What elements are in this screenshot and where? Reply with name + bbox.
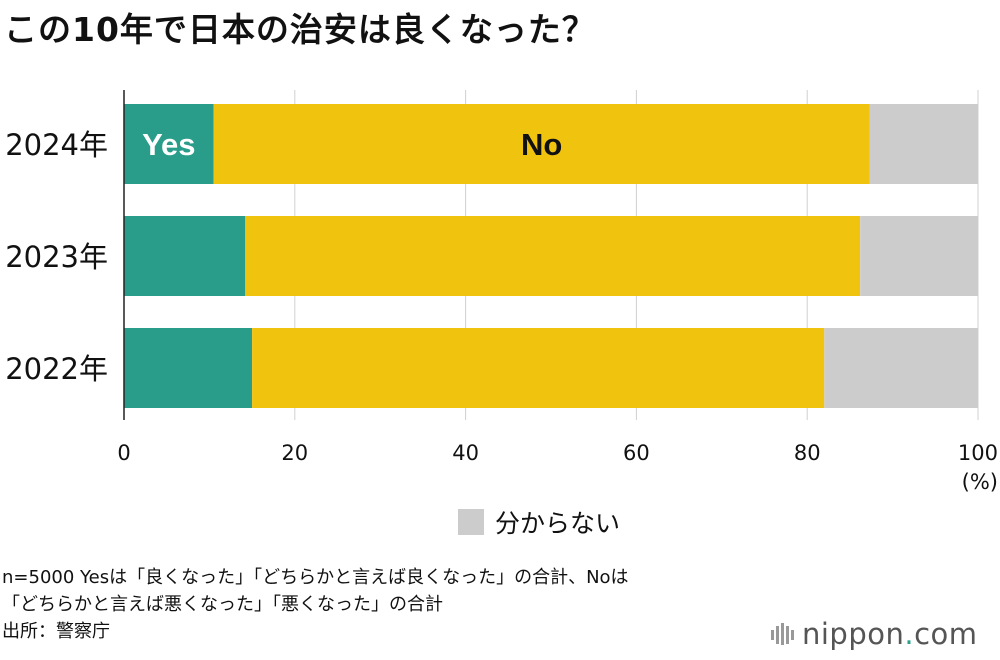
x-tick-label-60: 60	[623, 441, 650, 465]
x-tick-label-40: 40	[452, 441, 479, 465]
bar-2022-series-1	[252, 328, 825, 408]
x-axis-unit-label: (%)	[962, 470, 998, 494]
inline-label-yes: Yes	[142, 127, 195, 162]
stacked-bar-chart: Yes No 2024年 2023年 2022年 0 20 40 60 80 100 (%) 分からない	[5, 90, 998, 538]
bar-2024-series-0	[124, 104, 214, 184]
bar-2023-series-1	[245, 216, 861, 296]
bar-2022-series-2	[824, 328, 978, 408]
bar-2023-series-2	[860, 216, 978, 296]
footnote-line-2: 「どちらかと言えば悪くなった」「悪くなった」の合計	[2, 594, 443, 615]
category-label-2022: 2022年	[5, 352, 108, 386]
inline-label-no: No	[521, 127, 562, 162]
x-tick-label-20: 20	[281, 441, 308, 465]
brand-name: nippon	[802, 617, 905, 651]
nippon-logo: nippon.com	[770, 617, 978, 651]
brand-bars-icon	[771, 623, 794, 645]
source-line: 出所：警察庁	[2, 621, 110, 642]
x-tick-label-0: 0	[117, 441, 130, 465]
category-label-2023: 2023年	[5, 240, 108, 274]
category-label-2024: 2024年	[5, 128, 108, 162]
bar-2024-series-1	[213, 104, 870, 184]
footnote-line-1: n=5000 Yesは「良くなった」「どちらかと言えば良くなった」の合計、Noは	[2, 567, 629, 588]
bar-2024-series-2	[869, 104, 978, 184]
legend-label-unknown: 分からない	[495, 509, 620, 538]
bar-2022-series-0	[124, 328, 253, 408]
chart-title: この10年で日本の治安は良くなった？	[4, 10, 596, 49]
legend-swatch-unknown	[458, 509, 484, 535]
bar-2023-series-0	[124, 216, 246, 296]
brand-dot: .	[904, 617, 915, 651]
x-tick-label-100: 100	[958, 441, 998, 465]
brand-suffix: com	[914, 617, 978, 651]
x-tick-label-80: 80	[794, 441, 821, 465]
footnotes: n=5000 Yesは「良くなった」「どちらかと言えば良くなった」の合計、Noは…	[2, 564, 629, 645]
